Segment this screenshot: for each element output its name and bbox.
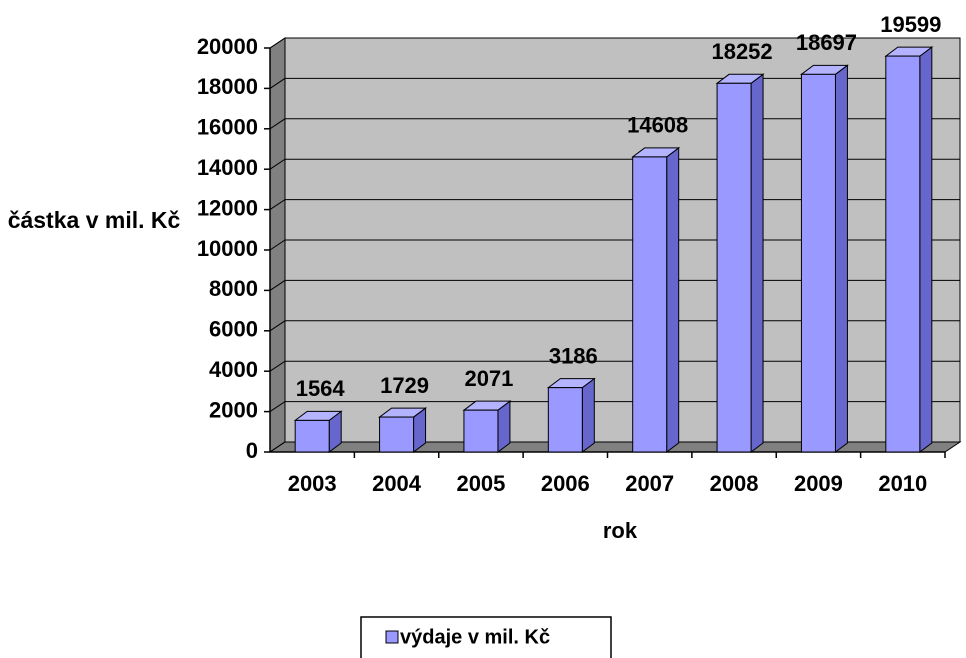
- data-label: 14608: [627, 113, 688, 138]
- bar-side: [666, 146, 680, 453]
- bar-side: [834, 64, 848, 453]
- bar-side: [750, 73, 764, 453]
- y-tick-label: 0: [246, 438, 258, 463]
- x-tick-label: 2010: [878, 471, 927, 496]
- y-tick-label: 12000: [197, 195, 258, 220]
- bar: [294, 419, 330, 453]
- x-axis-label: rok: [603, 518, 638, 543]
- bar: [632, 156, 668, 453]
- y-tick-label: 4000: [209, 357, 258, 382]
- bar: [800, 73, 836, 453]
- x-tick-label: 2007: [625, 471, 674, 496]
- y-axis-label: částka v mil. Kč: [7, 207, 181, 233]
- legend-box: [360, 616, 612, 658]
- y-tick-label: 2000: [209, 397, 258, 422]
- data-label: 1729: [380, 373, 429, 398]
- data-label: 3186: [549, 343, 598, 368]
- bar: [716, 82, 752, 453]
- floor: [268, 441, 962, 453]
- data-label: 2071: [464, 366, 513, 391]
- x-tick-label: 2008: [710, 471, 759, 496]
- bar: [379, 416, 415, 453]
- grid-line: [269, 37, 960, 49]
- data-label: 18252: [711, 39, 772, 64]
- legend-swatch: [385, 630, 399, 644]
- y-tick-label: 18000: [197, 74, 258, 99]
- y-tick-label: 14000: [197, 155, 258, 180]
- x-tick-label: 2003: [288, 471, 337, 496]
- bar: [463, 409, 499, 453]
- y-tick-label: 6000: [209, 317, 258, 342]
- y-tick-label: 8000: [209, 276, 258, 301]
- x-tick-label: 2004: [372, 471, 422, 496]
- x-tick-label: 2006: [541, 471, 590, 496]
- bar-side: [581, 377, 595, 453]
- legend-label: výdaje v mil. Kč: [400, 626, 550, 648]
- data-label: 1564: [296, 376, 346, 401]
- y-tick-label: 20000: [197, 34, 258, 59]
- bar-side: [919, 46, 933, 453]
- y-tick-label: 16000: [197, 115, 258, 140]
- y-tick-label: 10000: [197, 236, 258, 261]
- data-label: 18697: [796, 30, 857, 55]
- data-label: 19599: [880, 12, 941, 37]
- bar: [547, 387, 583, 453]
- bar: [885, 55, 921, 453]
- x-tick-label: 2009: [794, 471, 843, 496]
- x-tick-label: 2005: [456, 471, 505, 496]
